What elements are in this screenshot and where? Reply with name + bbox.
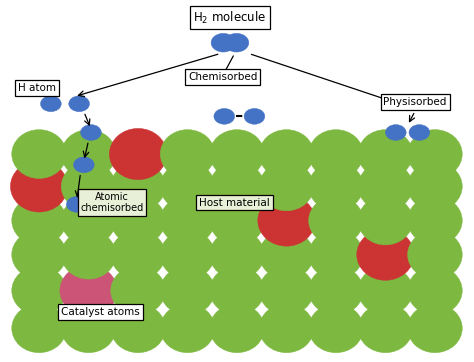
- Ellipse shape: [12, 304, 66, 353]
- Ellipse shape: [244, 109, 265, 124]
- Ellipse shape: [160, 130, 215, 178]
- Ellipse shape: [309, 266, 363, 315]
- Text: Chemisorbed: Chemisorbed: [188, 72, 257, 82]
- Ellipse shape: [210, 230, 264, 279]
- Ellipse shape: [409, 125, 430, 140]
- Ellipse shape: [210, 266, 264, 315]
- Ellipse shape: [160, 304, 215, 353]
- Ellipse shape: [357, 229, 414, 280]
- Ellipse shape: [160, 196, 215, 245]
- Ellipse shape: [210, 162, 264, 211]
- Ellipse shape: [214, 109, 235, 124]
- Ellipse shape: [111, 162, 165, 211]
- Ellipse shape: [210, 130, 264, 178]
- Ellipse shape: [66, 197, 87, 212]
- Ellipse shape: [309, 162, 363, 211]
- Ellipse shape: [358, 304, 413, 353]
- Ellipse shape: [358, 196, 413, 245]
- Text: H atom: H atom: [18, 83, 56, 93]
- Text: Catalyst atoms: Catalyst atoms: [61, 307, 140, 317]
- Ellipse shape: [211, 33, 236, 52]
- Ellipse shape: [61, 230, 116, 279]
- Ellipse shape: [210, 304, 264, 353]
- Text: Atomic
chemisorbed: Atomic chemisorbed: [81, 192, 144, 213]
- Ellipse shape: [61, 162, 116, 211]
- Text: Physisorbed: Physisorbed: [383, 97, 447, 107]
- Ellipse shape: [12, 230, 66, 279]
- Text: H$_2$ molecule: H$_2$ molecule: [193, 9, 266, 26]
- Ellipse shape: [224, 33, 249, 52]
- Ellipse shape: [358, 162, 413, 211]
- Ellipse shape: [12, 130, 66, 178]
- Ellipse shape: [160, 230, 215, 279]
- Ellipse shape: [259, 266, 314, 315]
- Ellipse shape: [408, 304, 462, 353]
- Ellipse shape: [109, 129, 167, 180]
- Ellipse shape: [408, 266, 462, 315]
- Ellipse shape: [81, 125, 101, 140]
- Ellipse shape: [259, 230, 314, 279]
- Ellipse shape: [111, 304, 165, 353]
- Ellipse shape: [258, 195, 315, 246]
- Ellipse shape: [40, 96, 61, 111]
- Ellipse shape: [309, 130, 363, 178]
- Ellipse shape: [60, 265, 117, 316]
- Ellipse shape: [358, 130, 413, 178]
- Text: Host material: Host material: [199, 198, 270, 207]
- Ellipse shape: [358, 266, 413, 315]
- Ellipse shape: [309, 196, 363, 245]
- Ellipse shape: [259, 162, 314, 211]
- Ellipse shape: [408, 230, 462, 279]
- Ellipse shape: [69, 96, 90, 111]
- Ellipse shape: [259, 130, 314, 178]
- Ellipse shape: [10, 161, 68, 212]
- Ellipse shape: [408, 196, 462, 245]
- Ellipse shape: [73, 157, 94, 173]
- Ellipse shape: [111, 266, 165, 315]
- Ellipse shape: [385, 125, 406, 140]
- Ellipse shape: [12, 266, 66, 315]
- Ellipse shape: [61, 304, 116, 353]
- Ellipse shape: [259, 304, 314, 353]
- Ellipse shape: [111, 196, 165, 245]
- Ellipse shape: [408, 130, 462, 178]
- Ellipse shape: [309, 304, 363, 353]
- Ellipse shape: [210, 196, 264, 245]
- Ellipse shape: [61, 196, 116, 245]
- Ellipse shape: [12, 196, 66, 245]
- Ellipse shape: [111, 230, 165, 279]
- Ellipse shape: [408, 162, 462, 211]
- Ellipse shape: [160, 162, 215, 211]
- Ellipse shape: [61, 130, 116, 178]
- Ellipse shape: [160, 266, 215, 315]
- Ellipse shape: [309, 230, 363, 279]
